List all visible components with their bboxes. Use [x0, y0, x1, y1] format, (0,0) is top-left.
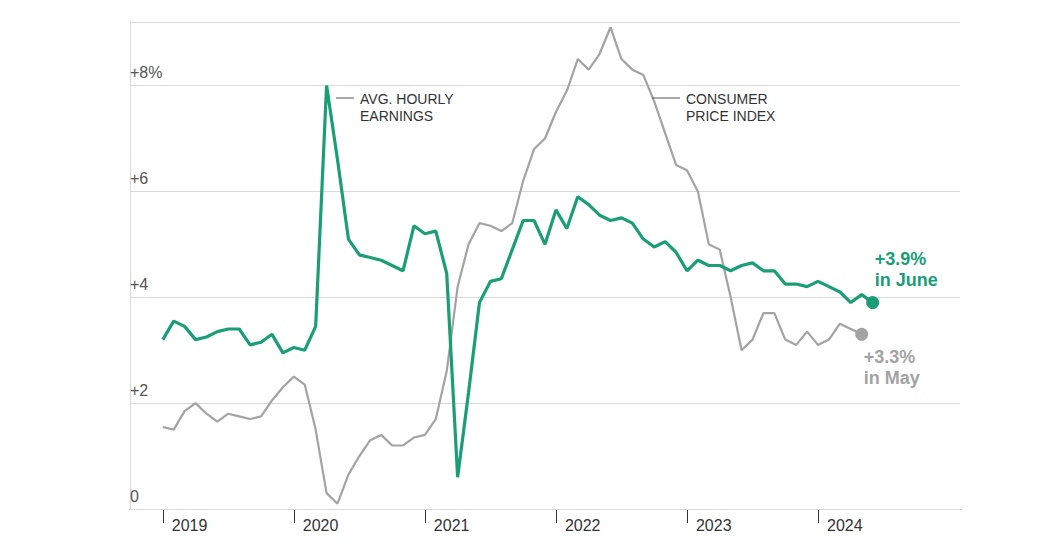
svg-text:EARNINGS: EARNINGS: [360, 108, 433, 124]
svg-text:+3.9%: +3.9%: [875, 249, 927, 269]
svg-text:+3.3%: +3.3%: [864, 347, 916, 367]
svg-text:in June: in June: [875, 270, 938, 290]
svg-text:0: 0: [130, 488, 139, 505]
svg-text:CONSUMER: CONSUMER: [686, 91, 768, 107]
svg-text:AVG. HOURLY: AVG. HOURLY: [360, 91, 454, 107]
svg-text:2020: 2020: [303, 517, 339, 534]
svg-text:+6: +6: [130, 170, 148, 187]
svg-text:+2: +2: [130, 382, 148, 399]
svg-text:2019: 2019: [172, 517, 208, 534]
svg-text:+4: +4: [130, 276, 148, 293]
svg-text:in May: in May: [864, 368, 920, 388]
svg-text:2023: 2023: [696, 517, 732, 534]
svg-text:2021: 2021: [434, 517, 470, 534]
svg-text:+8%: +8%: [130, 64, 162, 81]
svg-text:2024: 2024: [827, 517, 863, 534]
svg-text:PRICE INDEX: PRICE INDEX: [686, 108, 776, 124]
svg-text:2022: 2022: [565, 517, 601, 534]
